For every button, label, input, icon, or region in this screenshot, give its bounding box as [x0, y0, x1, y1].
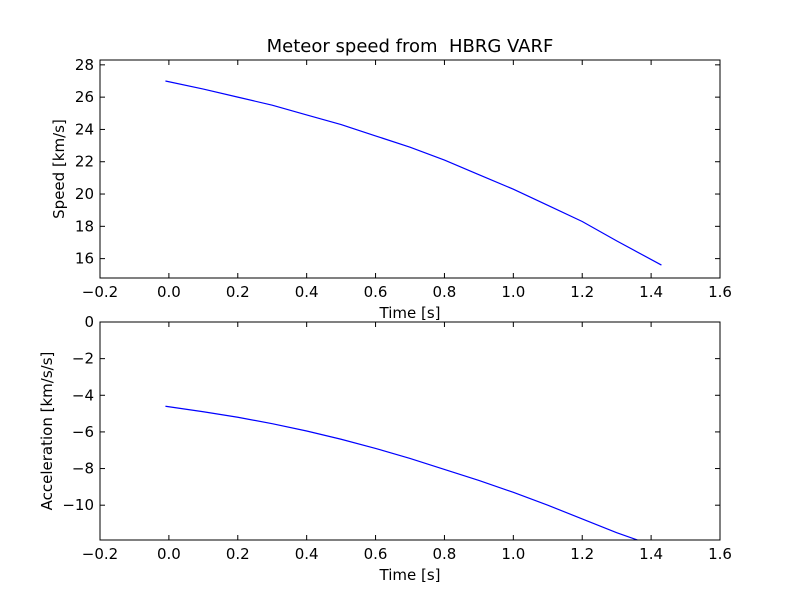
x-tick-label: 1.4 [639, 545, 663, 563]
x-tick-label: 0.6 [364, 283, 388, 301]
series-line [165, 405, 638, 541]
y-tick-label: 26 [75, 88, 94, 106]
x-tick-label: 0.2 [226, 283, 250, 301]
y-tick-label: 0 [84, 313, 94, 331]
x-tick-label: 1.6 [708, 545, 732, 563]
x-tick-label: 1.0 [501, 283, 525, 301]
y-tick-label: 28 [75, 56, 94, 74]
y-tick-label: 16 [75, 250, 94, 268]
plot-frame [99, 59, 721, 279]
y-tick-label: −2 [72, 350, 94, 368]
x-tick-label: 1.0 [501, 545, 525, 563]
x-tick-label: 1.4 [639, 283, 663, 301]
x-tick-label: −0.2 [82, 283, 118, 301]
x-tick-label: 0.6 [364, 545, 388, 563]
x-axis-label: Time [s] [379, 566, 441, 584]
y-tick-label: 22 [75, 153, 94, 171]
y-tick-label: −10 [62, 496, 94, 514]
x-tick-label: 0.0 [157, 283, 181, 301]
y-tick-label: 18 [75, 217, 94, 235]
x-tick-label: 0.4 [295, 283, 319, 301]
y-tick-label: −4 [72, 386, 94, 404]
y-tick-label: 20 [75, 185, 94, 203]
x-tick-label: 0.2 [226, 545, 250, 563]
y-tick-label: −8 [72, 460, 94, 478]
x-tick-label: 0.8 [433, 545, 457, 563]
acceleration-chart: −0.2 0.0 0.2 0.4 0.6 0.8 1.0 1.2 1.4 1.6 0 −2 −4 −6 −8… [38, 313, 732, 584]
x-tick-label: 0.4 [295, 545, 319, 563]
series-line [165, 80, 662, 266]
y-tick-label: −6 [72, 423, 94, 441]
speed-chart: −0.2 0.0 0.2 0.4 0.6 0.8 1.0 1.2 1.4 1.6 16 18 20 22 2… [50, 36, 732, 322]
y-tick-label: 24 [75, 120, 94, 138]
x-axis-label: Time [s] [379, 304, 441, 322]
chart-title: Meteor speed from HBRG VARF [267, 36, 554, 57]
x-tick-label: 1.2 [570, 283, 594, 301]
x-tick-label: 1.6 [708, 283, 732, 301]
x-tick-label: 0.0 [157, 545, 181, 563]
y-axis-label: Speed [km/s] [50, 119, 68, 219]
y-axis-label: Acceleration [km/s/s] [38, 352, 56, 511]
x-tick-label: −0.2 [82, 545, 118, 563]
plot-frame [99, 321, 721, 541]
x-tick-label: 0.8 [433, 283, 457, 301]
x-tick-label: 1.2 [570, 545, 594, 563]
